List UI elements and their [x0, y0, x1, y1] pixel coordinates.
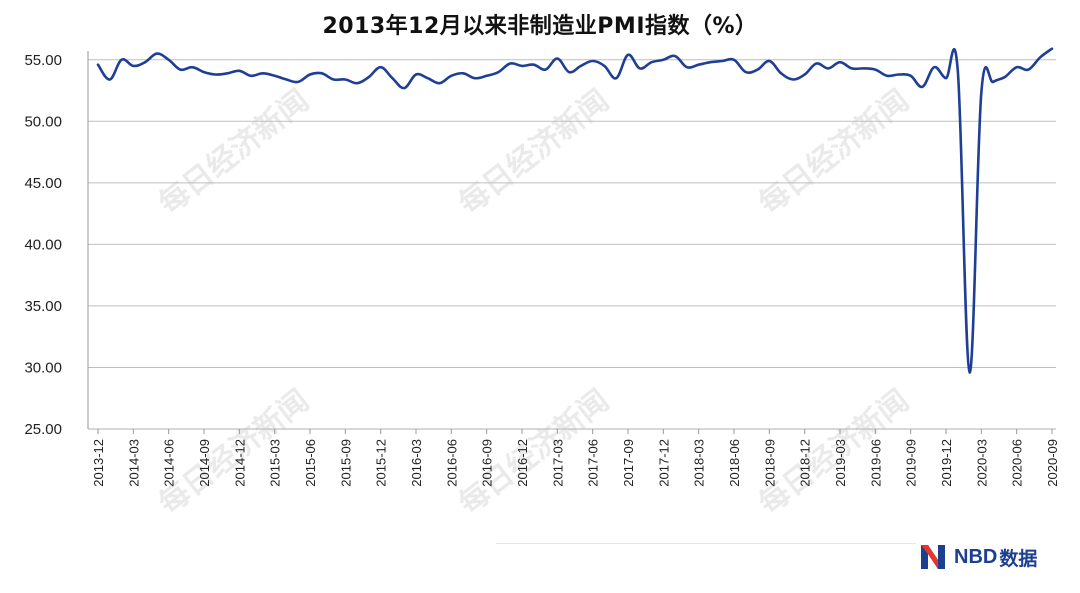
- x-tick-label: 2016-03: [409, 439, 424, 487]
- watermark-text: 每日经济新闻: [152, 83, 315, 221]
- x-tick-label: 2017-12: [656, 439, 671, 487]
- x-tick-label: 2017-09: [621, 439, 636, 487]
- y-tick-label: 25.00: [24, 421, 62, 438]
- series-line-pmi: [96, 47, 1054, 374]
- x-axis: 2013-12 2014-03 2014-06 2014-09 2014-12 2015-…: [91, 429, 1060, 487]
- x-tick-label: 2018-09: [762, 439, 777, 487]
- x-tick-label: 2018-06: [727, 439, 742, 487]
- x-tick-label: 2020-03: [974, 439, 989, 487]
- x-tick-label: 2016-12: [515, 439, 530, 487]
- x-tick-label: 2018-03: [692, 439, 707, 487]
- x-tick-label: 2016-06: [444, 439, 459, 487]
- y-tick-label: 30.00: [24, 359, 62, 376]
- nbd-logo-icon: [918, 542, 948, 572]
- x-tick-label: 2014-03: [126, 439, 141, 487]
- y-axis: 25.00 30.00 35.00 40.00 45.00 50.00 55.00: [24, 51, 89, 438]
- x-tick-label: 2015-03: [268, 439, 283, 487]
- x-tick-label: 2017-06: [586, 439, 601, 487]
- brand-logo: NBD 数据: [918, 540, 1037, 574]
- y-tick-label: 50.00: [24, 113, 62, 130]
- x-tick-label: 2013-12: [91, 439, 106, 487]
- brand-name: NBD: [954, 545, 998, 568]
- x-tick-label: 2019-03: [833, 439, 848, 487]
- y-tick-label: 35.00: [24, 298, 62, 315]
- x-tick-label: 2019-12: [939, 439, 954, 487]
- gridlines: [88, 59, 1056, 430]
- chart-title: 2013年12月以来非制造业PMI指数（%）: [322, 14, 758, 39]
- watermark-text: 每日经济新闻: [752, 83, 915, 221]
- x-tick-label: 2014-12: [232, 439, 247, 487]
- x-tick-label: 2014-09: [197, 439, 212, 487]
- x-tick-label: 2019-09: [904, 439, 919, 487]
- x-tick-label: 2015-12: [374, 439, 389, 487]
- x-tick-label: 2017-03: [550, 439, 565, 487]
- watermark-text: 每日经济新闻: [452, 83, 615, 221]
- x-tick-label: 2014-06: [162, 439, 177, 487]
- x-tick-label: 2015-06: [303, 439, 318, 487]
- x-tick-label: 2020-09: [1045, 439, 1060, 487]
- y-tick-label: 40.00: [24, 236, 62, 253]
- y-tick-label: 55.00: [24, 52, 62, 69]
- brand-suffix: 数据: [999, 547, 1038, 570]
- y-tick-label: 45.00: [24, 175, 62, 192]
- x-tick-label: 2015-09: [338, 439, 353, 487]
- x-tick-label: 2018-12: [798, 439, 813, 487]
- x-tick-label: 2019-06: [868, 439, 883, 487]
- x-tick-label: 2016-09: [480, 439, 495, 487]
- footer-divider: [496, 543, 916, 544]
- x-tick-label: 2020-06: [1010, 439, 1025, 487]
